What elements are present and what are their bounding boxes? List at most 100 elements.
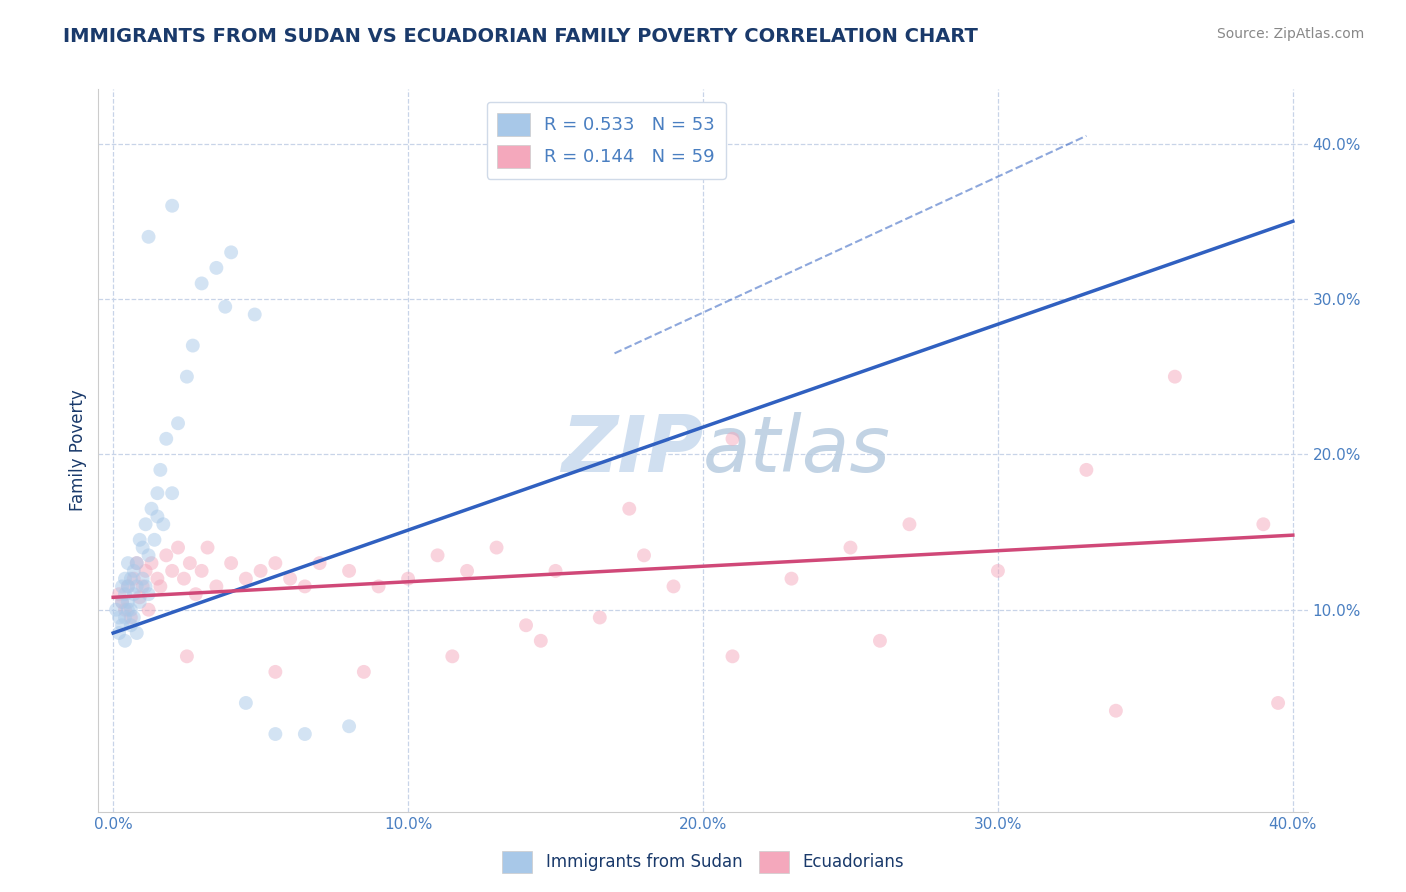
Point xyxy=(278,572,301,586)
Text: Source: ZipAtlas.com: Source: ZipAtlas.com xyxy=(1216,27,1364,41)
Point xyxy=(128,533,150,547)
Point xyxy=(184,587,207,601)
Point xyxy=(122,572,145,586)
Point xyxy=(138,603,160,617)
Point xyxy=(108,626,131,640)
Point xyxy=(122,564,145,578)
Point xyxy=(176,369,198,384)
Point xyxy=(839,541,862,555)
Point xyxy=(114,633,136,648)
Point xyxy=(308,556,330,570)
Point xyxy=(353,665,375,679)
Point xyxy=(456,564,478,578)
Point xyxy=(426,549,449,563)
Point xyxy=(122,610,145,624)
Point xyxy=(219,245,242,260)
Point xyxy=(181,338,204,352)
Point xyxy=(131,572,153,586)
Point xyxy=(114,603,136,617)
Point xyxy=(197,541,219,555)
Text: IMMIGRANTS FROM SUDAN VS ECUADORIAN FAMILY POVERTY CORRELATION CHART: IMMIGRANTS FROM SUDAN VS ECUADORIAN FAMI… xyxy=(63,27,979,45)
Point xyxy=(152,517,174,532)
Point xyxy=(1253,517,1275,532)
Point xyxy=(128,591,150,605)
Point xyxy=(135,564,157,578)
Point xyxy=(117,595,139,609)
Point xyxy=(105,603,128,617)
Point xyxy=(114,572,136,586)
Point xyxy=(589,610,612,624)
Point xyxy=(441,649,464,664)
Point xyxy=(149,463,172,477)
Point xyxy=(135,517,157,532)
Point xyxy=(633,549,655,563)
Point xyxy=(131,541,153,555)
Point xyxy=(190,564,212,578)
Point xyxy=(160,199,183,213)
Point xyxy=(125,556,148,570)
Point xyxy=(179,556,201,570)
Point xyxy=(987,564,1010,578)
Point xyxy=(219,556,242,570)
Point xyxy=(530,633,553,648)
Point xyxy=(485,541,508,555)
Point xyxy=(111,595,134,609)
Point xyxy=(160,564,183,578)
Point xyxy=(149,579,172,593)
Point xyxy=(120,572,142,586)
Point xyxy=(1267,696,1289,710)
Point xyxy=(155,432,177,446)
Point xyxy=(155,549,177,563)
Point xyxy=(243,308,266,322)
Point xyxy=(141,556,163,570)
Point xyxy=(114,610,136,624)
Point xyxy=(367,579,389,593)
Point xyxy=(264,665,287,679)
Point xyxy=(780,572,803,586)
Point xyxy=(173,572,195,586)
Point xyxy=(662,579,685,593)
Legend: Immigrants from Sudan, Ecuadorians: Immigrants from Sudan, Ecuadorians xyxy=(495,845,911,880)
Point xyxy=(146,572,169,586)
Point xyxy=(135,579,157,593)
Point xyxy=(108,587,131,601)
Point xyxy=(294,727,316,741)
Point xyxy=(249,564,271,578)
Point xyxy=(396,572,419,586)
Point xyxy=(143,533,166,547)
Point xyxy=(898,517,921,532)
Point xyxy=(337,719,360,733)
Point xyxy=(111,595,134,609)
Point xyxy=(235,572,257,586)
Text: atlas: atlas xyxy=(703,412,891,489)
Point xyxy=(117,603,139,617)
Point xyxy=(721,649,744,664)
Y-axis label: Family Poverty: Family Poverty xyxy=(69,390,87,511)
Point xyxy=(167,417,190,431)
Point xyxy=(160,486,183,500)
Point xyxy=(120,610,142,624)
Point xyxy=(128,595,150,609)
Point xyxy=(1105,704,1128,718)
Point xyxy=(111,618,134,632)
Point xyxy=(120,618,142,632)
Point xyxy=(125,556,148,570)
Point xyxy=(122,587,145,601)
Point xyxy=(125,626,148,640)
Point xyxy=(111,579,134,593)
Point xyxy=(120,603,142,617)
Point xyxy=(190,277,212,291)
Point xyxy=(264,727,287,741)
Point xyxy=(1076,463,1098,477)
Point xyxy=(146,509,169,524)
Point xyxy=(205,579,228,593)
Point xyxy=(117,556,139,570)
Point xyxy=(337,564,360,578)
Text: ZIP: ZIP xyxy=(561,412,703,489)
Point xyxy=(108,610,131,624)
Point xyxy=(515,618,537,632)
Point xyxy=(1164,369,1187,384)
Point xyxy=(721,432,744,446)
Point xyxy=(544,564,567,578)
Point xyxy=(619,501,641,516)
